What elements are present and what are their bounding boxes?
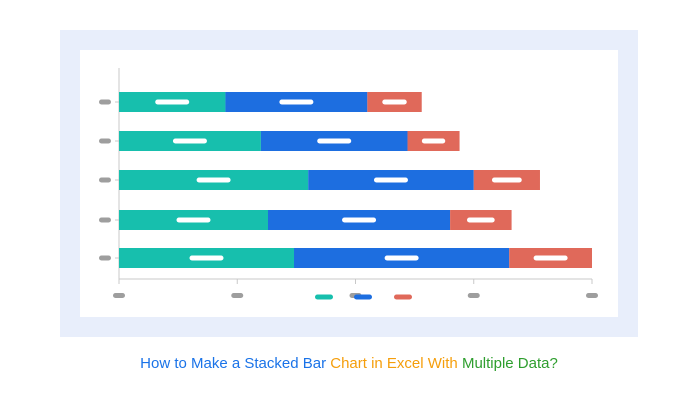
data-label-row4-series2 bbox=[342, 217, 377, 223]
data-label-row5-series1 bbox=[189, 255, 224, 261]
data-label-row1-series2 bbox=[279, 99, 314, 105]
data-label-row3-series1 bbox=[196, 177, 231, 183]
chart-frame bbox=[60, 30, 638, 337]
data-label-row5-series2 bbox=[384, 255, 419, 261]
x-tick-label-1 bbox=[231, 293, 244, 298]
data-label-row4-series3 bbox=[467, 217, 495, 223]
chart-panel bbox=[80, 50, 618, 317]
data-label-row5-series3 bbox=[533, 255, 568, 261]
caption-part-3: Multiple Data? bbox=[461, 355, 558, 372]
data-label-row1-series3 bbox=[382, 99, 407, 105]
y-tick-label-3 bbox=[99, 217, 111, 223]
legend-swatch-1 bbox=[315, 294, 333, 300]
y-tick-label-1 bbox=[99, 138, 111, 144]
legend-swatch-2 bbox=[354, 294, 372, 300]
data-label-row3-series3 bbox=[491, 177, 522, 183]
stacked-bar-chart bbox=[99, 68, 598, 300]
x-tick-label-4 bbox=[586, 293, 598, 298]
data-label-row4-series1 bbox=[176, 217, 211, 223]
data-label-row2-series2 bbox=[317, 138, 352, 144]
data-label-row2-series1 bbox=[172, 138, 207, 144]
data-label-row1-series1 bbox=[155, 99, 190, 105]
y-tick-label-0 bbox=[99, 99, 111, 105]
x-tick-label-0 bbox=[113, 293, 125, 298]
caption: How to Make a Stacked Bar Chart in Excel… bbox=[0, 354, 698, 374]
x-tick-label-3 bbox=[467, 293, 480, 298]
caption-part-2: Chart in Excel With bbox=[330, 355, 462, 372]
data-label-row3-series2 bbox=[373, 177, 408, 183]
data-label-row2-series3 bbox=[421, 138, 446, 144]
caption-part-1: How to Make a Stacked Bar bbox=[140, 355, 331, 372]
y-tick-label-2 bbox=[99, 177, 111, 183]
y-tick-label-4 bbox=[99, 255, 111, 261]
legend-swatch-3 bbox=[394, 294, 412, 300]
